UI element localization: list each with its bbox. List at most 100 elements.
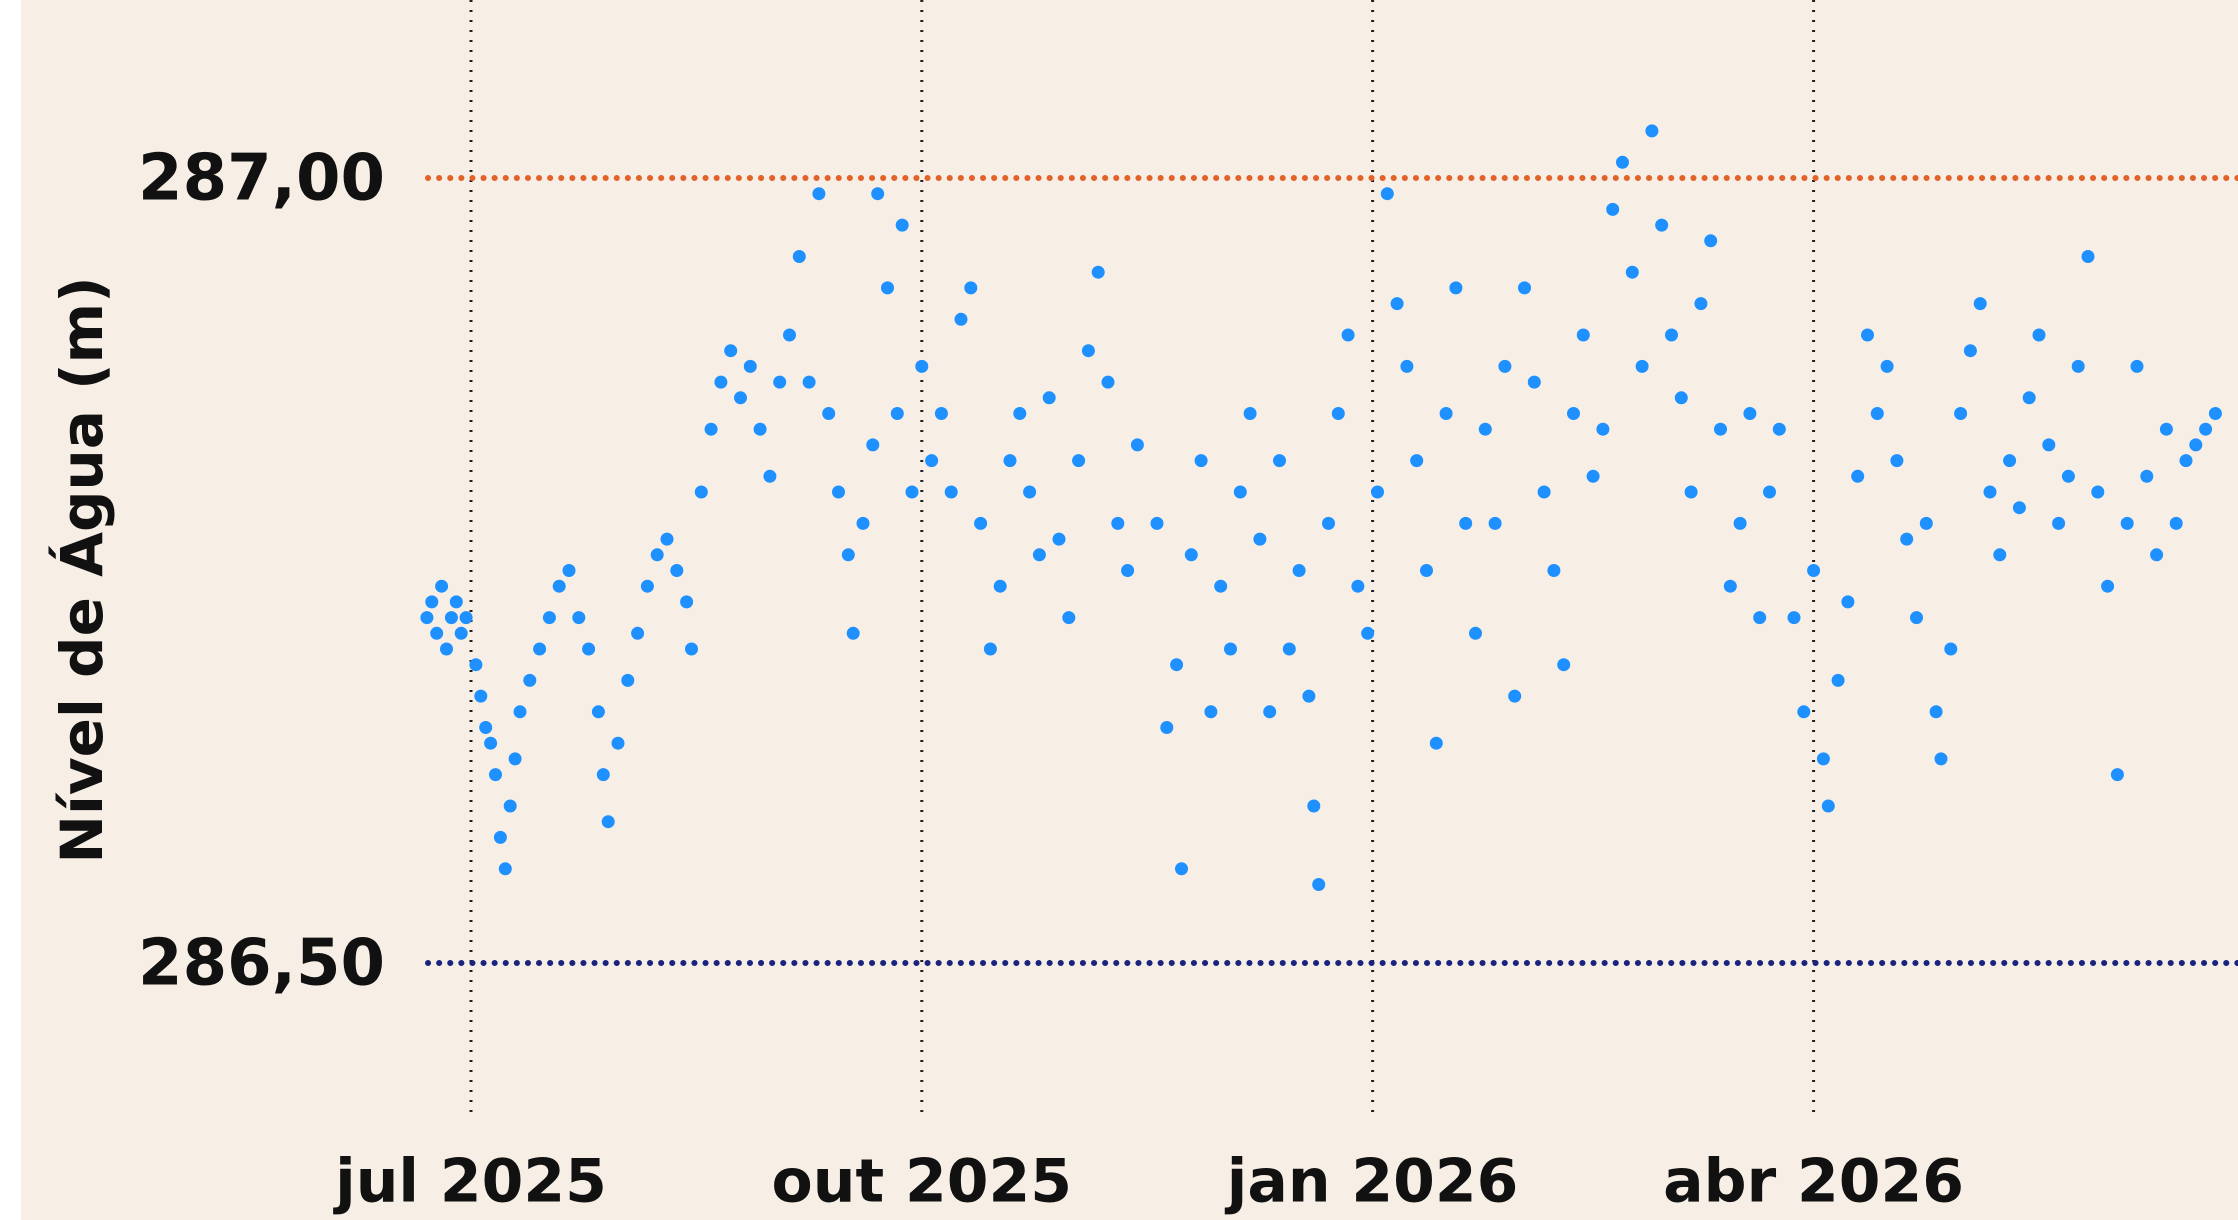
data-point [1910,611,1923,625]
data-point [680,595,694,609]
data-point [1625,265,1639,279]
data-point [2120,516,2134,530]
data-point [2071,359,2085,373]
data-point [841,548,855,562]
data-point [871,187,885,201]
data-point [1537,485,1551,499]
data-point [1547,564,1561,577]
data-point [513,705,527,719]
data-point [1263,705,1277,719]
data-point [890,407,904,420]
data-point [2179,454,2193,468]
data-point [1983,485,1997,499]
data-point [1371,485,1384,499]
data-point [1841,595,1855,609]
data-point [1665,328,1678,342]
data-point [974,516,988,530]
data-point [1243,407,1257,420]
data-point [753,422,767,436]
data-point [773,375,787,389]
data-point [1606,202,1620,216]
data-point [552,579,566,593]
data-point [1312,878,1326,891]
data-point [459,611,473,625]
data-point [905,485,919,499]
data-point [503,799,517,813]
data-point [2169,516,2183,530]
data-point [1130,438,1144,452]
data-point [2110,768,2124,782]
data-point [1488,516,1502,530]
data-point [1821,799,1835,813]
data-point [2022,391,2036,405]
data-point [792,250,806,263]
data-point [591,705,605,719]
data-point [611,736,625,750]
data-point [1616,155,1629,169]
data-point [694,485,708,499]
y-tick-label: 286,50 [138,927,385,1001]
data-point [1900,532,1914,546]
data-point [1684,485,1698,499]
data-point [1341,328,1355,342]
data-point [743,359,757,373]
data-point [1973,297,1987,311]
data-point [1567,407,1580,420]
data-point [2140,469,2154,483]
data-point [846,626,860,640]
data-point [1449,281,1463,295]
data-point [2003,454,2017,468]
data-point [1282,642,1296,656]
data-point [1929,705,1943,719]
data-point [812,187,826,201]
data-point [915,359,929,373]
data-point [866,438,880,452]
x-tick-label: jan 2026 [1225,1147,1519,1217]
data-point [469,658,483,672]
data-point [1062,611,1076,625]
data-point [1400,359,1414,373]
data-point [1081,344,1095,358]
data-point [479,721,493,734]
data-point [493,830,507,844]
data-point [1674,391,1688,405]
data-point [704,422,718,436]
data-point [1091,265,1105,279]
data-point [2042,438,2056,452]
data-point [1175,862,1188,876]
data-point [1013,407,1027,420]
data-point [1851,469,1865,483]
data-point [1361,626,1375,640]
data-point [1204,705,1218,719]
data-point [474,689,488,703]
data-point [1072,454,1086,468]
data-point [1963,344,1977,358]
data-point [572,611,586,625]
data-point [1498,359,1512,373]
data-point [1861,328,1874,342]
x-tick-label: out 2025 [772,1147,1073,1217]
data-point [1184,548,1198,562]
data-point [1322,516,1335,530]
data-point [1214,579,1228,593]
data-point [763,469,777,483]
data-point [542,611,556,625]
data-point [1919,516,1933,530]
data-point [1993,548,2007,562]
data-point [1870,407,1884,420]
data-point [1390,297,1404,311]
data-point [1743,407,1757,420]
data-point [1890,454,1904,468]
data-point [454,626,468,640]
data-point [670,564,684,577]
data-point [2159,422,2173,436]
data-point [1170,658,1184,672]
data-point [1723,579,1737,593]
data-point [1380,187,1394,201]
data-point [1954,407,1968,420]
data-point [1331,407,1345,420]
data-point [1429,736,1443,750]
data-point [1101,375,1115,389]
data-point [1042,391,1056,405]
data-point [650,548,664,562]
